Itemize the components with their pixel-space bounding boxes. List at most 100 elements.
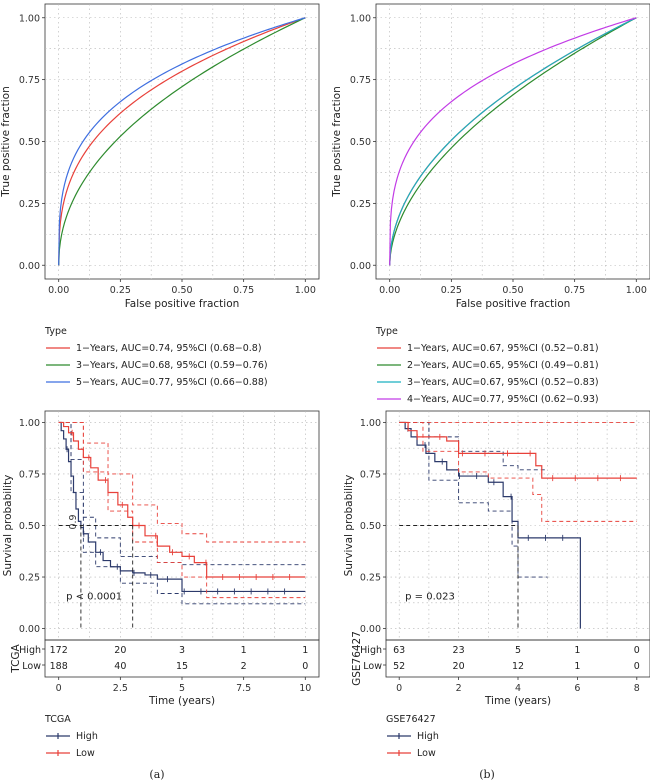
roc_gse-xtick-label: 1.00 (626, 285, 647, 296)
km_gse-xtick-label: 8 (634, 683, 640, 694)
km_gse-low-curve (399, 421, 637, 479)
km_gse-xtick-label: 2 (456, 683, 462, 694)
roc_tcga-series-1-curve (58, 17, 306, 266)
roc_gse-ytick-label: 0.00 (350, 261, 371, 272)
roc_gse-xtick-label: 0.00 (379, 285, 400, 296)
km_gse-ytick-label: 0.00 (360, 624, 381, 635)
roc_tcga-legend-entry: 3−Years, AUC=0.68, 95%CI (0.59−0.76) (76, 360, 268, 371)
km_tcga-risk-count: 2 (241, 661, 247, 672)
roc_tcga-ytick-label: 0.00 (19, 261, 40, 272)
km_gse-xlabel: Time (years) (484, 695, 551, 707)
km_gse-ytick-label: 1.00 (360, 418, 381, 429)
km_tcga-ylabel: Survival probability (2, 475, 14, 577)
km_gse-legend-title: GSE76427 (386, 714, 436, 725)
km_gse-risk-count: 5 (515, 645, 521, 656)
roc_gse-xtick-label: 0.25 (441, 285, 462, 296)
km_tcga-legend-title: TCGA (44, 714, 71, 725)
km_gse-high-ci-lower (399, 422, 548, 578)
km_tcga-ytick-label: 0.25 (19, 573, 40, 584)
km_gse-legend-entry: High (417, 731, 439, 742)
roc_gse-legend-entry: 2−Years, AUC=0.65, 95%CI (0.49−0.81) (407, 360, 599, 371)
km_gse-risk-row-label: Low (363, 661, 382, 672)
km_tcga-risk-count: 0 (302, 661, 308, 672)
km_tcga-risk-count: 15 (176, 661, 188, 672)
roc_gse-series-4-curve (389, 17, 637, 266)
km_gse-xtick-label: 0 (396, 683, 402, 694)
roc_gse-ytick-label: 0.25 (350, 199, 371, 210)
km_tcga-risk-row-label: Low (22, 661, 41, 672)
km_gse-ylabel: Survival probability (343, 475, 355, 577)
roc_gse-xtick-label: 0.50 (502, 285, 523, 296)
roc_gse-ylabel: True positive fraction (331, 86, 343, 198)
roc_tcga-xlabel: False positive fraction (125, 298, 240, 310)
roc_gse-legend-title: Type (375, 326, 398, 337)
km_tcga-risk-row-label: High (19, 645, 41, 656)
km_gse-risk-count: 12 (512, 661, 524, 672)
km_tcga-xtick-label: 2.5 (113, 683, 128, 694)
km_gse-risk-count: 1 (574, 661, 580, 672)
roc_tcga-series-3-curve (58, 17, 306, 266)
km_gse-risk-row-label: High (360, 645, 382, 656)
km_gse-high-curve (399, 421, 581, 629)
km_gse-risk-table-title: GSE76427 (351, 631, 363, 686)
km_gse-ytick-label: 0.75 (360, 469, 381, 480)
km_tcga-xtick-label: 0 (56, 683, 62, 694)
roc_tcga-xtick-label: 0.00 (48, 285, 69, 296)
km_tcga-risk-table-title: TCGA (10, 643, 22, 673)
km_tcga-median-label: 0.9 (68, 514, 79, 529)
roc_tcga-xtick-label: 0.50 (171, 285, 192, 296)
roc_gse-ytick-label: 0.50 (350, 137, 371, 148)
km_gse-low-ci-lower (399, 422, 637, 522)
km_gse-xtick-label: 6 (574, 683, 580, 694)
km_tcga-pvalue: p < 0.0001 (66, 592, 122, 603)
km_gse-risk-count: 23 (453, 645, 465, 656)
roc_tcga-legend-entry: 1−Years, AUC=0.74, 95%CI (0.68−0.8) (76, 343, 262, 354)
km_gse-ytick-label: 0.25 (360, 573, 381, 584)
roc_gse-xlabel: False positive fraction (456, 298, 571, 310)
km_tcga-ytick-label: 0.50 (19, 521, 40, 532)
km_tcga-risk-count: 20 (114, 645, 126, 656)
km_tcga-legend-entry: High (76, 731, 98, 742)
km_tcga-risk-count: 1 (241, 645, 247, 656)
roc_tcga-ytick-label: 0.50 (19, 137, 40, 148)
km_tcga-ytick-label: 1.00 (19, 418, 40, 429)
km_tcga-xtick-label: 5 (179, 683, 185, 694)
km_tcga-risk-count: 188 (50, 661, 68, 672)
km_gse-risk-count: 52 (393, 661, 405, 672)
km_tcga-xtick-label: 10 (299, 683, 311, 694)
roc_gse-ytick-label: 1.00 (350, 13, 371, 24)
roc_gse-series-2-curve (389, 17, 637, 266)
km_tcga-xlabel: Time (years) (148, 695, 215, 707)
km_tcga-risk-count: 3 (179, 645, 185, 656)
km_gse-risk-count: 1 (574, 645, 580, 656)
km_gse-risk-count: 20 (453, 661, 465, 672)
km_tcga-risk-count: 1 (302, 645, 308, 656)
km_tcga-low-ci-lower (58, 422, 306, 599)
roc_gse-legend-entry: 4−Years, AUC=0.77, 95%CI (0.62−0.93) (407, 394, 599, 405)
panel-label-a: (a) (149, 768, 164, 781)
km_gse-legend-entry: Low (417, 748, 436, 759)
km_tcga-risk-count: 40 (114, 661, 126, 672)
km_gse-plot: 0.00 0.25 0.50 0.75 1.00 p = 0.023 Survival pr… (343, 410, 650, 759)
km_tcga-low-ci-upper (58, 422, 306, 543)
km_gse-xtick-label: 4 (515, 683, 521, 694)
km_tcga-plot: 0.00 0.25 0.50 0.75 1.00 0.9 p < 0.0001 Surviva… (2, 410, 320, 759)
roc_tcga-ylabel: True positive fraction (0, 86, 12, 198)
km_gse-pvalue: p = 0.023 (405, 592, 455, 603)
roc_tcga-legend-title: Type (44, 326, 67, 337)
km_tcga-legend-entry: Low (76, 748, 95, 759)
km_tcga-xtick-label: 7.5 (236, 683, 251, 694)
km_tcga-low-curve (58, 421, 306, 578)
roc_tcga-legend-entry: 5−Years, AUC=0.77, 95%CI (0.66−0.88) (76, 377, 268, 388)
roc_tcga-series-2-curve (58, 17, 306, 266)
roc_gse-plot: 0.00 0.25 0.50 0.75 1.00 0.00 0.25 0.50 0.75 1.00… (331, 3, 650, 405)
roc_tcga-ytick-label: 0.25 (19, 199, 40, 210)
km_gse-risk-count: 0 (634, 645, 640, 656)
roc_gse-series-3-curve (389, 17, 637, 266)
roc_tcga-plot: 0.00 0.25 0.50 0.75 1.00 0.00 0.25 0.50 0.75 1.00… (0, 3, 320, 388)
roc_gse-legend-entry: 1−Years, AUC=0.67, 95%CI (0.52−0.81) (407, 343, 599, 354)
km_tcga-ytick-label: 0.00 (19, 624, 40, 635)
panel-label-b: (b) (479, 768, 495, 781)
roc_gse-legend-entry: 3−Years, AUC=0.67, 95%CI (0.52−0.83) (407, 377, 599, 388)
